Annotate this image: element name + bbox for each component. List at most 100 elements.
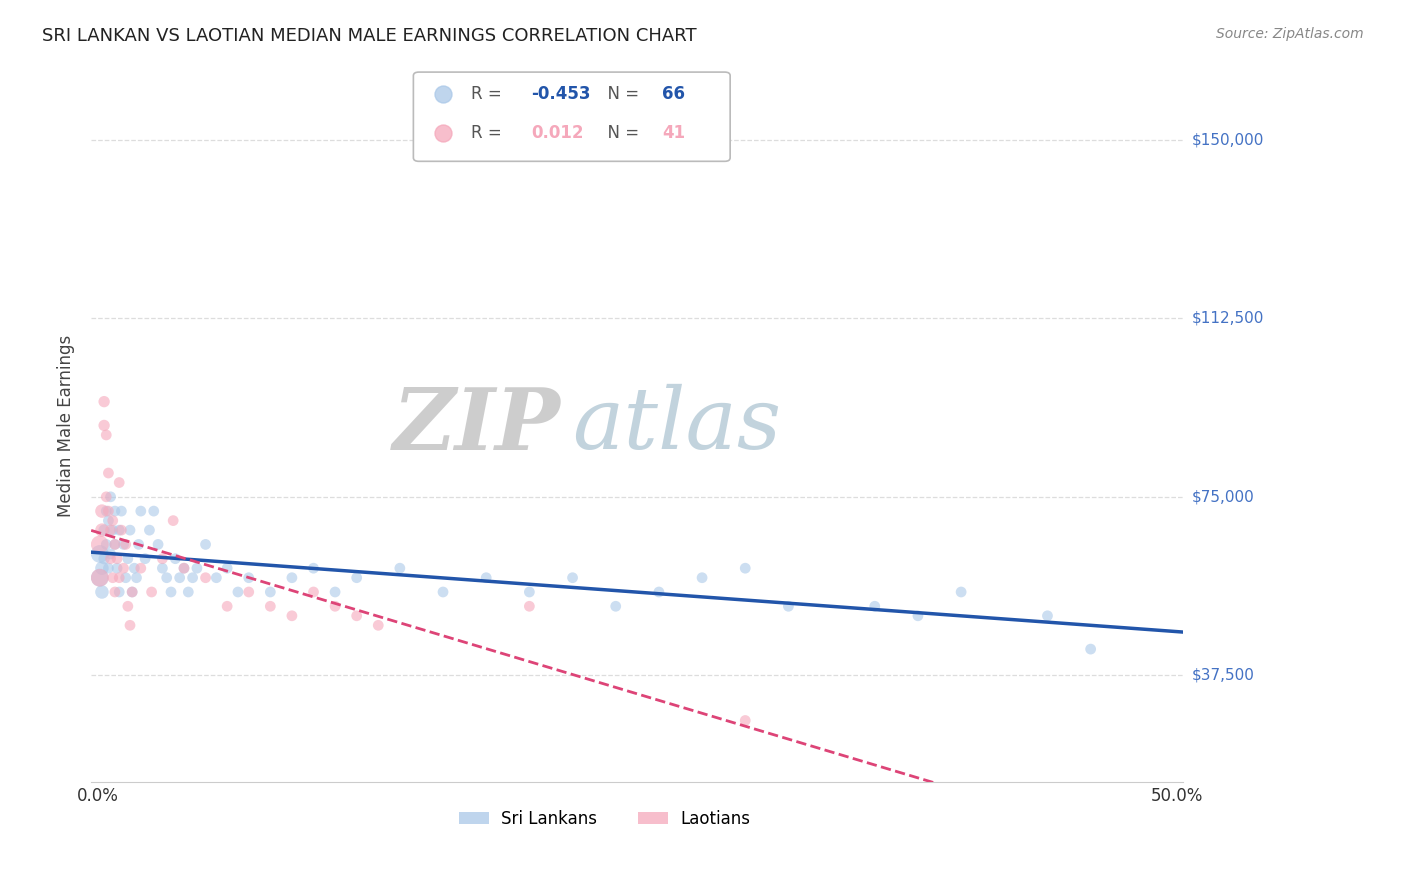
Point bbox=[100, 547, 122, 561]
Point bbox=[346, 571, 368, 585]
Point bbox=[129, 561, 152, 575]
Point bbox=[281, 608, 304, 623]
Point bbox=[108, 585, 131, 599]
Point bbox=[259, 585, 281, 599]
Point bbox=[110, 504, 132, 518]
Point bbox=[165, 551, 187, 566]
Point bbox=[124, 561, 146, 575]
Text: N =: N = bbox=[598, 85, 644, 103]
Text: Source: ZipAtlas.com: Source: ZipAtlas.com bbox=[1216, 27, 1364, 41]
Point bbox=[96, 490, 118, 504]
Point bbox=[169, 571, 191, 585]
Point bbox=[96, 537, 118, 551]
Point bbox=[605, 599, 627, 614]
Text: 41: 41 bbox=[662, 124, 686, 142]
Point bbox=[156, 571, 179, 585]
Text: ZIP: ZIP bbox=[392, 384, 561, 467]
Point bbox=[173, 561, 195, 575]
Point bbox=[112, 561, 135, 575]
Point bbox=[97, 466, 120, 480]
Point bbox=[142, 504, 165, 518]
Legend: Sri Lankans, Laotians: Sri Lankans, Laotians bbox=[453, 804, 756, 835]
Text: $112,500: $112,500 bbox=[1192, 310, 1264, 326]
Point bbox=[323, 599, 346, 614]
Point bbox=[162, 514, 184, 528]
Point bbox=[561, 571, 583, 585]
Point bbox=[150, 551, 173, 566]
Point bbox=[93, 551, 115, 566]
Text: N =: N = bbox=[598, 124, 644, 142]
Point bbox=[125, 571, 148, 585]
Point bbox=[690, 571, 713, 585]
Point bbox=[114, 571, 136, 585]
Point bbox=[160, 585, 183, 599]
Point bbox=[91, 504, 114, 518]
Point bbox=[323, 585, 346, 599]
Point bbox=[181, 571, 204, 585]
Point bbox=[89, 537, 111, 551]
Point bbox=[173, 561, 195, 575]
Point bbox=[108, 475, 131, 490]
Point bbox=[950, 585, 973, 599]
Point bbox=[519, 585, 541, 599]
Point bbox=[1036, 608, 1059, 623]
Point bbox=[134, 551, 156, 566]
Text: -0.453: -0.453 bbox=[531, 85, 591, 103]
Point bbox=[89, 547, 111, 561]
Point bbox=[97, 514, 120, 528]
Text: 0.012: 0.012 bbox=[531, 124, 583, 142]
Point bbox=[89, 571, 111, 585]
FancyBboxPatch shape bbox=[413, 72, 730, 161]
Point bbox=[519, 599, 541, 614]
Point bbox=[778, 599, 800, 614]
Text: $75,000: $75,000 bbox=[1192, 490, 1256, 504]
Point bbox=[118, 523, 141, 537]
Point bbox=[238, 585, 260, 599]
Point bbox=[388, 561, 411, 575]
Point bbox=[117, 551, 139, 566]
Point bbox=[138, 523, 160, 537]
Point bbox=[89, 571, 111, 585]
Text: R =: R = bbox=[471, 85, 508, 103]
Point bbox=[432, 585, 454, 599]
Point bbox=[91, 523, 114, 537]
Point bbox=[205, 571, 228, 585]
Point bbox=[96, 504, 118, 518]
Point bbox=[104, 504, 127, 518]
Point bbox=[121, 585, 143, 599]
Point bbox=[129, 504, 152, 518]
Point bbox=[1080, 642, 1102, 657]
Text: 66: 66 bbox=[662, 85, 686, 103]
Point bbox=[217, 599, 239, 614]
Point bbox=[101, 571, 124, 585]
Point bbox=[141, 585, 163, 599]
Point bbox=[108, 571, 131, 585]
Point bbox=[91, 585, 114, 599]
Text: $37,500: $37,500 bbox=[1192, 668, 1256, 682]
Point bbox=[346, 608, 368, 623]
Point bbox=[108, 523, 131, 537]
Point bbox=[226, 585, 249, 599]
Point bbox=[177, 585, 200, 599]
Point bbox=[104, 537, 127, 551]
Point bbox=[238, 571, 260, 585]
Point bbox=[734, 561, 756, 575]
Point bbox=[100, 523, 122, 537]
Point bbox=[475, 571, 498, 585]
Text: R =: R = bbox=[471, 124, 508, 142]
Point bbox=[100, 551, 122, 566]
Point bbox=[302, 561, 325, 575]
Point bbox=[118, 618, 141, 632]
Point bbox=[97, 504, 120, 518]
Point bbox=[100, 490, 122, 504]
Point bbox=[101, 523, 124, 537]
Point bbox=[782, 847, 804, 861]
Point bbox=[117, 599, 139, 614]
Point bbox=[114, 537, 136, 551]
Text: $150,000: $150,000 bbox=[1192, 132, 1264, 147]
Point bbox=[101, 514, 124, 528]
Point bbox=[104, 537, 127, 551]
Point bbox=[863, 599, 886, 614]
Point bbox=[734, 714, 756, 728]
Point bbox=[782, 847, 804, 861]
